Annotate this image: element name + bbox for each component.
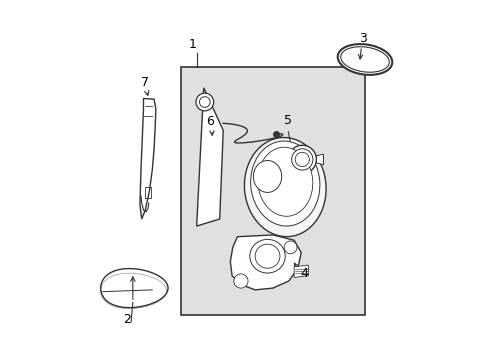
Ellipse shape [291,149,312,170]
Circle shape [284,241,296,254]
Polygon shape [140,99,156,219]
Ellipse shape [249,239,285,273]
Ellipse shape [257,147,312,216]
Ellipse shape [250,141,319,226]
Ellipse shape [255,244,279,268]
Ellipse shape [287,145,316,174]
Ellipse shape [244,138,325,237]
Polygon shape [196,88,223,226]
Text: 2: 2 [123,313,131,326]
Text: 4: 4 [300,267,307,280]
Circle shape [233,274,247,288]
Text: 1: 1 [189,38,197,51]
Text: 7: 7 [140,76,148,89]
Text: 5: 5 [283,114,291,127]
Ellipse shape [337,44,391,75]
Circle shape [199,97,210,107]
Circle shape [196,93,213,111]
Text: 3: 3 [359,32,366,45]
Polygon shape [293,265,307,278]
Polygon shape [316,154,323,165]
Ellipse shape [295,152,309,167]
Ellipse shape [253,161,281,192]
Text: 6: 6 [205,114,213,127]
Polygon shape [101,269,168,307]
Ellipse shape [340,47,388,72]
Bar [181,67,364,315]
Polygon shape [230,235,301,290]
